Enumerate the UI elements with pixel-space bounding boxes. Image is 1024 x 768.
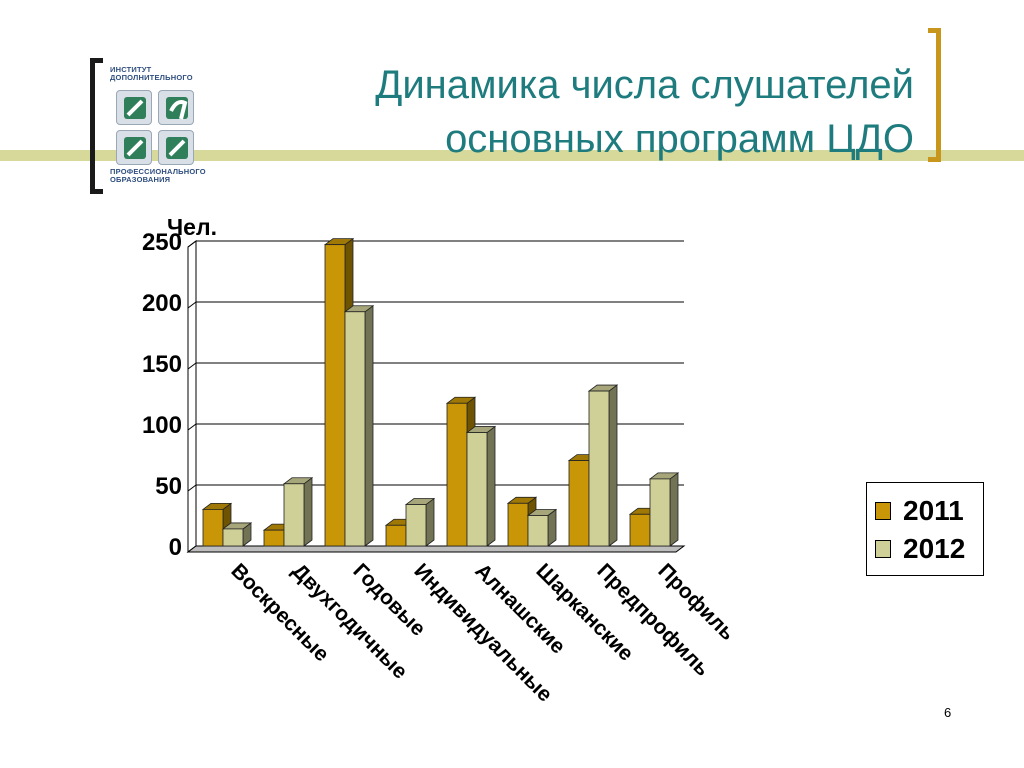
chart-floor xyxy=(186,545,686,553)
y-tick-label: 200 xyxy=(142,290,182,317)
gridline-depth xyxy=(187,362,197,370)
bar-2011 xyxy=(385,524,407,547)
bar-side xyxy=(669,472,679,547)
logo-top-text: ИНСТИТУТ ДОПОЛНИТЕЛЬНОГО xyxy=(110,66,202,82)
bar-2011 xyxy=(629,513,651,547)
bar-side xyxy=(425,497,435,547)
left-bracket-decoration xyxy=(90,58,103,194)
bar-2012 xyxy=(405,504,427,547)
bar-2011 xyxy=(446,402,468,547)
bar-2011 xyxy=(507,502,529,547)
bar-side xyxy=(608,384,618,547)
header-stripe xyxy=(0,150,1024,161)
bar-side xyxy=(364,304,374,547)
bar-2011 xyxy=(202,508,224,547)
legend-item-2011: 2011 xyxy=(875,493,964,529)
page-number: 6 xyxy=(944,705,952,720)
bar-2012 xyxy=(466,432,488,547)
logo-bottom-text: ПРОФЕССИОНАЛЬНОГО ОБРАЗОВАНИЯ xyxy=(110,167,206,184)
legend-label-2011: 2011 xyxy=(903,495,964,526)
logo-bottom-line2: ОБРАЗОВАНИЯ xyxy=(110,175,171,184)
right-bracket-decoration xyxy=(928,28,941,162)
chart-legend: 2011 2012 xyxy=(866,482,984,576)
gridline-depth xyxy=(187,240,197,248)
logo-tile-icon xyxy=(158,130,194,165)
bar-2012 xyxy=(344,311,366,547)
bar-2012 xyxy=(283,483,305,547)
gridline-depth xyxy=(187,301,197,309)
bar-2012 xyxy=(649,478,671,547)
institute-logo: ИНСТИТУТ ДОПОЛНИТЕЛЬНОГО ПРОФЕССИОНАЛЬНО… xyxy=(110,62,206,192)
y-tick-label: 100 xyxy=(142,412,182,439)
slide-title: Динамика числа слушателей основных прогр… xyxy=(375,58,914,166)
x-category-label: Предпрофиль xyxy=(592,559,714,681)
slide-title-line1: Динамика числа слушателей xyxy=(375,63,914,107)
bar-2012 xyxy=(222,528,244,547)
bar-2012 xyxy=(588,390,610,547)
legend-item-2012: 2012 xyxy=(875,531,965,567)
y-axis-side-wall xyxy=(187,240,197,553)
y-tick-label: 50 xyxy=(155,473,182,500)
y-axis-unit-label: Чел. xyxy=(167,214,217,240)
logo-tile-icon xyxy=(116,90,152,125)
y-tick-label: 150 xyxy=(142,351,182,378)
legend-swatch-2011 xyxy=(875,502,891,520)
bar-2012 xyxy=(527,515,549,547)
bar-2011 xyxy=(324,244,346,547)
bar-side xyxy=(486,425,496,547)
slide-title-line2: основных программ ЦДО xyxy=(445,117,914,161)
y-tick-label: 250 xyxy=(142,229,182,256)
logo-tile-icon xyxy=(158,90,194,125)
bar-side xyxy=(303,476,313,547)
logo-bottom-line1: ПРОФЕССИОНАЛЬНОГО xyxy=(110,167,206,176)
gridline-depth xyxy=(187,484,197,492)
y-tick-label: 0 xyxy=(169,534,182,561)
legend-label-2012: 2012 xyxy=(903,533,966,564)
logo-top-line2: ДОПОЛНИТЕЛЬНОГО xyxy=(110,73,193,82)
gridline-depth xyxy=(187,423,197,431)
logo-top-line1: ИНСТИТУТ xyxy=(110,65,152,74)
bar-2011 xyxy=(568,460,590,547)
logo-tiles xyxy=(116,90,198,166)
legend-swatch-2012 xyxy=(875,540,891,558)
bar-2011 xyxy=(263,529,285,547)
logo-tile-icon xyxy=(116,130,152,165)
